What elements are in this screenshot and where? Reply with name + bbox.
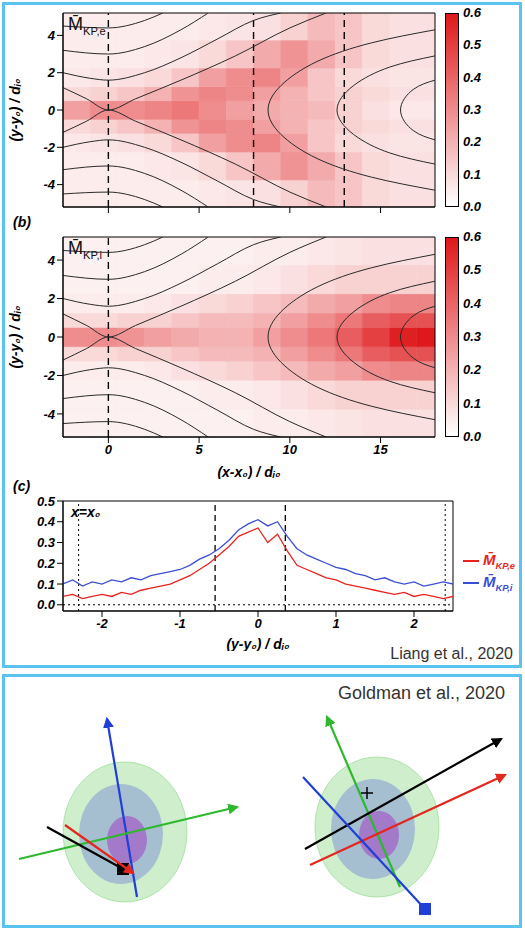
- svg-text:-4: -4: [43, 177, 55, 192]
- svg-text:2: 2: [409, 616, 418, 631]
- svg-text:2: 2: [47, 65, 56, 80]
- html-text:Liang et al., 2020: Liang et al., 2020: [390, 645, 513, 662]
- html-text:0.6: 0.6: [463, 5, 482, 20]
- svg-text:0.5: 0.5: [37, 495, 56, 509]
- html-text:Goldman et al., 2020: Goldman et al., 2020: [337, 683, 505, 703]
- html-text:0.2: 0.2: [463, 362, 482, 378]
- svg-text:0.3: 0.3: [37, 535, 56, 550]
- html-text:M̄KP,e: M̄KP,e: [68, 14, 106, 37]
- svg-text:-2: -2: [43, 140, 55, 155]
- svg-text:0: 0: [48, 330, 56, 345]
- html-text:0.1: 0.1: [463, 166, 482, 182]
- html-text:0.4: 0.4: [463, 295, 482, 311]
- svg-text:0.0: 0.0: [37, 597, 56, 612]
- svg-text:(x-x₀) / dᵢ₀: (x-x₀) / dᵢ₀: [217, 464, 281, 479]
- svg-text:15: 15: [373, 442, 388, 457]
- html-text:0.6: 0.6: [463, 229, 482, 244]
- html-text:0.1: 0.1: [463, 395, 482, 411]
- html-text:M̄KP,i: M̄KP,i: [68, 238, 102, 261]
- svg-text:0.1: 0.1: [37, 577, 55, 592]
- svg-text:(y-y₀) / dᵢ₀: (y-y₀) / dᵢ₀: [226, 636, 290, 651]
- html-text:0.3: 0.3: [463, 102, 482, 117]
- html-text:(b): (b): [13, 214, 31, 230]
- svg-text:-1: -1: [174, 616, 186, 631]
- html-text:0.5: 0.5: [463, 37, 482, 53]
- svg-text:2: 2: [47, 291, 56, 306]
- svg-text:5: 5: [195, 442, 203, 457]
- html-text:0.2: 0.2: [463, 134, 482, 150]
- svg-text:0: 0: [254, 616, 262, 631]
- svg-text:-4: -4: [43, 407, 55, 422]
- svg-text:0: 0: [48, 103, 56, 118]
- svg-text:0: 0: [105, 442, 113, 457]
- html-text:0.5: 0.5: [463, 262, 482, 278]
- svg-text:4: 4: [47, 253, 56, 268]
- svg-text:1: 1: [332, 616, 339, 631]
- svg-text:4: 4: [47, 28, 56, 43]
- svg-text:(y-y₀) / dᵢ₀: (y-y₀) / dᵢ₀: [7, 78, 23, 142]
- html-text:x=x₀: x=x₀: [71, 504, 101, 520]
- html-text:(c): (c): [13, 478, 31, 494]
- html-text:M̄KP,e: M̄KP,e: [483, 551, 515, 571]
- svg-text:0.2: 0.2: [37, 556, 56, 571]
- svg-text:(y-y₀) / dᵢ₀: (y-y₀) / dᵢ₀: [7, 305, 23, 369]
- svg-text:-2: -2: [96, 616, 108, 631]
- html-text:M̄KP,i: M̄KP,i: [483, 573, 513, 593]
- svg-text:0.4: 0.4: [37, 514, 56, 529]
- html-text:0.4: 0.4: [463, 69, 482, 85]
- svg-text:-2: -2: [43, 368, 55, 383]
- html-text:0.0: 0.0: [463, 199, 482, 214]
- svg-text:10: 10: [283, 442, 298, 457]
- html-text:0.3: 0.3: [463, 329, 482, 344]
- html-text:0.0: 0.0: [463, 429, 482, 444]
